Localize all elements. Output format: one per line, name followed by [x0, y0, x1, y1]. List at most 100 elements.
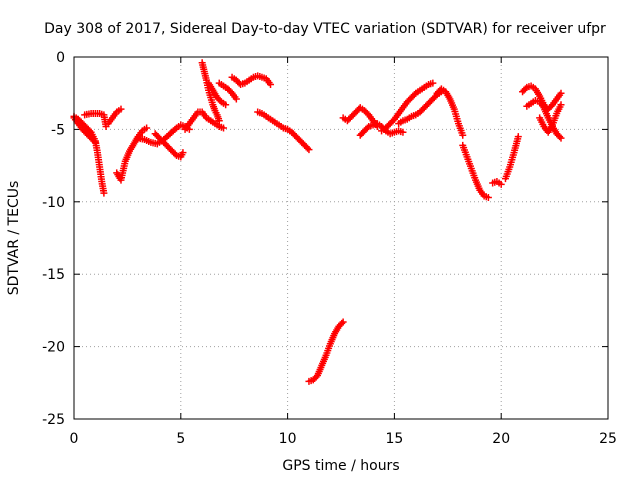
- data-point: [304, 144, 312, 152]
- data-point: [239, 80, 247, 88]
- y-tick-label: -10: [42, 195, 65, 211]
- data-point: [209, 118, 217, 126]
- y-tick-label: -20: [42, 340, 65, 356]
- data-point: [188, 116, 196, 124]
- series-arc-11: [228, 72, 275, 89]
- data-point: [427, 80, 435, 88]
- data-point: [554, 131, 562, 139]
- data-point: [414, 88, 422, 96]
- data-point: [273, 120, 281, 128]
- grid-lines: [74, 57, 608, 419]
- data-point: [552, 112, 560, 120]
- data-point: [325, 342, 333, 350]
- data-point: [170, 149, 178, 157]
- data-point: [202, 74, 210, 82]
- data-point: [138, 135, 146, 143]
- data-point: [153, 131, 161, 139]
- data-point: [440, 86, 448, 94]
- series-arc-19: [459, 141, 492, 201]
- data-point: [398, 106, 406, 114]
- data-point: [121, 160, 129, 168]
- x-axis-label: GPS time / hours: [282, 458, 399, 474]
- data-point: [73, 118, 81, 126]
- data-point: [514, 135, 522, 143]
- data-point: [217, 123, 225, 131]
- axis-ticks: [73, 56, 609, 420]
- series-arc-13: [305, 318, 347, 385]
- data-point: [475, 184, 483, 192]
- data-point: [543, 112, 551, 120]
- data-point: [358, 130, 366, 138]
- data-point: [345, 115, 353, 123]
- data-point: [462, 151, 470, 159]
- data-point: [99, 187, 107, 195]
- x-tick-label: 20: [492, 431, 510, 447]
- x-tick-label: 25: [599, 431, 617, 447]
- x-tick-label: 10: [279, 431, 297, 447]
- data-point: [200, 65, 208, 73]
- data-point: [234, 78, 242, 86]
- x-tick-label: 15: [385, 431, 403, 447]
- x-tick-labels: 0 5 10 15 20 25: [70, 431, 617, 447]
- data-point: [264, 114, 272, 122]
- data-point: [286, 127, 294, 135]
- series-arc-6: [151, 130, 187, 161]
- data-point: [175, 152, 183, 160]
- data-point: [520, 86, 528, 94]
- series-arc-12: [254, 108, 313, 154]
- data-point: [80, 127, 88, 135]
- x-tick-label: 5: [176, 431, 185, 447]
- data-point: [336, 321, 344, 329]
- data-point: [418, 85, 426, 93]
- series-arc-4: [113, 124, 151, 184]
- data-point: [534, 97, 542, 105]
- data-point: [222, 83, 230, 91]
- data-point: [165, 144, 173, 152]
- data-point: [466, 162, 474, 170]
- data-point: [495, 179, 503, 187]
- data-point: [184, 122, 192, 130]
- data-point: [509, 151, 517, 159]
- data-point: [260, 74, 268, 82]
- data-point: [556, 133, 564, 141]
- series-arc-7: [181, 108, 228, 133]
- data-point: [505, 165, 513, 173]
- data-point: [220, 99, 228, 107]
- data-point: [417, 107, 425, 115]
- data-point: [353, 107, 361, 115]
- data-point: [547, 123, 555, 131]
- data-point: [277, 123, 285, 131]
- data-point: [401, 116, 409, 124]
- data-point: [265, 79, 273, 87]
- data-point: [302, 143, 310, 151]
- chart-title: Day 308 of 2017, Sidereal Day-to-day VTE…: [44, 21, 606, 37]
- data-point: [388, 129, 396, 137]
- y-tick-label: -25: [42, 412, 65, 428]
- data-point: [368, 115, 376, 123]
- series-arc-9: [205, 79, 230, 109]
- data-point: [393, 111, 401, 119]
- data-point: [281, 125, 289, 133]
- data-point: [367, 122, 375, 130]
- series-arc-8: [198, 59, 223, 125]
- x-tick-label: 0: [70, 431, 79, 447]
- data-point: [129, 142, 137, 150]
- data-point: [256, 73, 264, 81]
- data-point: [535, 90, 543, 98]
- data-point: [414, 109, 422, 117]
- series-arc-1: [70, 112, 108, 197]
- data-point: [125, 149, 133, 157]
- data-point: [380, 125, 388, 133]
- data-point: [362, 108, 370, 116]
- data-point: [471, 174, 479, 182]
- data-point: [521, 85, 529, 93]
- data-point: [330, 332, 338, 340]
- data-point: [217, 81, 225, 89]
- series-arc-24: [536, 101, 565, 136]
- series-arc-21: [501, 133, 522, 183]
- data-point: [556, 91, 564, 99]
- data-point: [556, 103, 564, 111]
- data-point: [363, 124, 371, 132]
- data-point: [529, 83, 537, 91]
- data-point: [196, 108, 204, 116]
